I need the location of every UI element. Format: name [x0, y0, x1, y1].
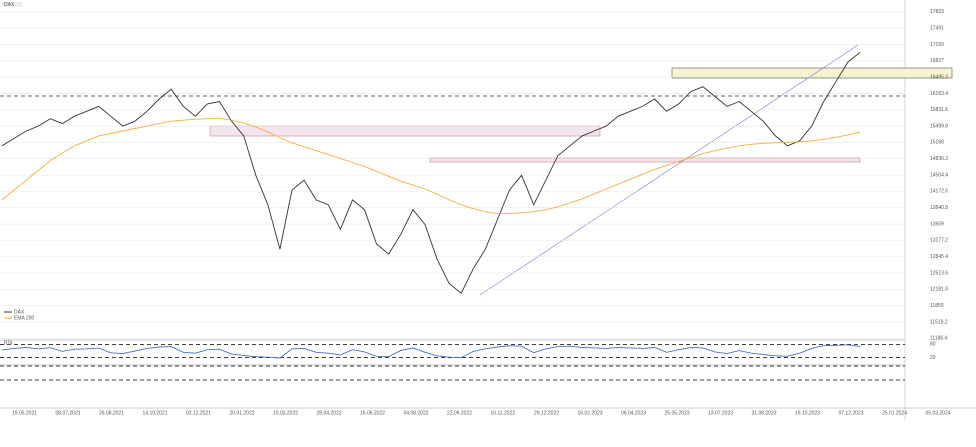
y-tick-label: 17491	[930, 25, 944, 31]
x-tick-label: 14.10.2021	[143, 410, 168, 416]
x-tick-label: 07.12.2023	[839, 410, 864, 416]
y-tick-label: 11518.2	[930, 319, 948, 325]
zone	[209, 125, 601, 137]
title-box	[2, 2, 22, 7]
x-tick-label: 22.09.2022	[447, 410, 472, 416]
y-tick-label: 14836.2	[930, 156, 948, 162]
x-tick-label: 16.02.2023	[578, 410, 603, 416]
y-tick-label: 17159	[930, 42, 944, 48]
x-tick-label: 25.05.2023	[665, 410, 690, 416]
y-tick-label: 17823	[930, 9, 944, 15]
y-tick-label: 13509	[930, 221, 944, 227]
y-tick-label: 15499.8	[930, 123, 948, 129]
x-tick-label: 26.08.2021	[99, 410, 124, 416]
y-tick-label: 13840.8	[930, 205, 948, 211]
trend-line	[479, 44, 859, 296]
series-line	[1, 117, 861, 215]
y-tick-label: 14172.6	[930, 189, 948, 195]
x-tick-label: 05.03.2024	[926, 410, 951, 416]
x-tick-label: 28.04.2022	[317, 410, 342, 416]
y-tick-label: 16163.4	[930, 91, 948, 97]
y-tick-label: 11186.4	[930, 336, 948, 342]
zone	[671, 67, 953, 79]
y-tick-label: 20	[930, 355, 936, 361]
x-tick-label: 04.08.2022	[404, 410, 429, 416]
x-tick-label: 02.12.2021	[186, 410, 211, 416]
legend-label: DAX	[14, 309, 25, 315]
x-tick-label: 06.04.2023	[621, 410, 646, 416]
y-tick-label: 15168	[930, 140, 944, 146]
zone	[429, 157, 861, 163]
y-tick-label: 12181.8	[930, 287, 948, 293]
y-tick-label: 80	[930, 342, 936, 348]
legend-label: RSI	[4, 340, 12, 346]
x-tick-label: 19.10.2023	[795, 410, 820, 416]
x-tick-label: 13.07.2023	[708, 410, 733, 416]
x-tick-label: 25.01.2024	[882, 410, 907, 416]
series-line	[1, 51, 861, 295]
x-tick-label: 31.08.2023	[752, 410, 777, 416]
legend-label: EMA 200	[14, 315, 35, 321]
y-tick-label: 13177.2	[930, 238, 948, 244]
y-tick-label: 11850	[930, 303, 944, 309]
x-tick-label: 08.07.2021	[56, 410, 81, 416]
y-tick-label: 16495.2	[930, 74, 948, 80]
chart-title: DAX	[4, 2, 15, 8]
x-tick-label: 10.03.2022	[273, 410, 298, 416]
y-tick-label: 14504.4	[930, 172, 948, 178]
rsi-line	[1, 344, 861, 359]
y-tick-label: 15831.6	[930, 107, 948, 113]
y-tick-label: 12513.6	[930, 270, 948, 276]
y-tick-label: 12845.4	[930, 254, 948, 260]
y-tick-label: 16827	[930, 58, 944, 64]
x-tick-label: 16.06.2022	[360, 410, 385, 416]
x-tick-label: 20.01.2022	[230, 410, 255, 416]
x-tick-label: 29.12.2022	[534, 410, 559, 416]
x-tick-label: 10.11.2022	[491, 410, 516, 416]
x-tick-label: 19.05.2021	[12, 410, 37, 416]
